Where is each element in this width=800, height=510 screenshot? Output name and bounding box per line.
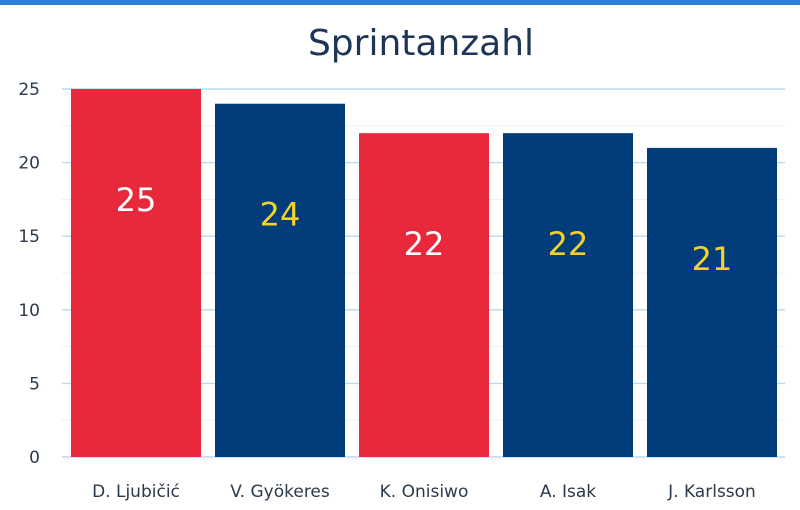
y-tick-label: 25 <box>18 80 40 100</box>
data-label: 21 <box>692 240 733 278</box>
data-label: 22 <box>404 225 445 263</box>
x-tick-label: D. Ljubičić <box>92 482 180 502</box>
bars <box>71 89 777 457</box>
y-tick-label: 0 <box>29 448 40 468</box>
data-label: 25 <box>116 181 157 219</box>
bar <box>647 147 777 457</box>
x-axis-ticks: D. Ljubičić V. Gyökeres K. Onisiwo A. Isak J… <box>92 482 756 502</box>
y-tick-label: 20 <box>18 154 40 174</box>
x-tick-label: A. Isak <box>540 482 596 502</box>
data-label: 22 <box>548 225 589 263</box>
x-tick-label: V. Gyökeres <box>230 482 330 502</box>
bar <box>359 133 489 457</box>
chart-title: Sprintanzahl <box>308 23 534 64</box>
y-tick-label: 10 <box>18 301 40 321</box>
bar <box>71 89 201 457</box>
y-axis-ticks: 0 5 10 15 20 25 <box>18 80 40 468</box>
data-labels: 25 24 22 22 21 <box>116 181 733 278</box>
data-label: 24 <box>260 196 301 234</box>
x-tick-label: J. Karlsson <box>667 482 756 502</box>
x-tick-label: K. Onisiwo <box>380 482 469 502</box>
bar <box>215 103 345 457</box>
top-accent-stripe <box>0 0 800 5</box>
bar <box>503 133 633 457</box>
y-tick-label: 15 <box>18 227 40 247</box>
y-tick-label: 5 <box>29 374 40 394</box>
